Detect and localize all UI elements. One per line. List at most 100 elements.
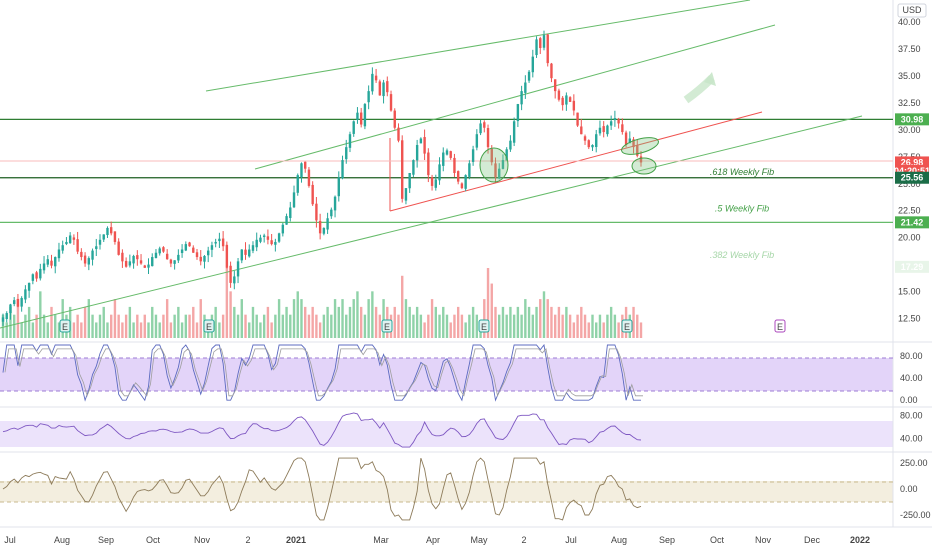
candle-body[interactable] xyxy=(199,256,202,262)
candle-body[interactable] xyxy=(61,245,64,251)
candle-body[interactable] xyxy=(393,110,396,128)
candle-body[interactable] xyxy=(121,252,124,262)
candle-body[interactable] xyxy=(580,126,583,135)
candle-body[interactable] xyxy=(20,297,23,307)
candle-body[interactable] xyxy=(236,261,240,277)
candle-body[interactable] xyxy=(576,112,579,126)
candle-body[interactable] xyxy=(595,134,598,148)
candle-body[interactable] xyxy=(244,249,247,255)
candle-body[interactable] xyxy=(214,241,217,244)
candle-body[interactable] xyxy=(591,144,594,148)
candle-body[interactable] xyxy=(419,138,423,144)
candle-body[interactable] xyxy=(31,274,35,281)
candle-body[interactable] xyxy=(553,79,557,92)
candle-body[interactable] xyxy=(113,231,117,242)
candle-body[interactable] xyxy=(434,179,437,188)
candle-body[interactable] xyxy=(561,97,564,106)
candle-body[interactable] xyxy=(602,126,605,133)
candle-body[interactable] xyxy=(281,224,285,234)
highlight-ellipse[interactable] xyxy=(620,134,660,157)
earnings-marker[interactable] xyxy=(381,319,393,333)
candle-body[interactable] xyxy=(445,150,449,155)
candle-body[interactable] xyxy=(165,253,169,260)
candle-body[interactable] xyxy=(162,247,165,252)
candle-body[interactable] xyxy=(311,184,314,205)
candle-body[interactable] xyxy=(266,236,270,240)
candle-body[interactable] xyxy=(221,238,225,247)
candle-body[interactable] xyxy=(210,245,214,250)
candle-body[interactable] xyxy=(460,183,464,189)
currency-box[interactable] xyxy=(897,3,927,18)
candle-body[interactable] xyxy=(494,163,497,178)
candle-body[interactable] xyxy=(479,123,482,134)
earnings-marker[interactable] xyxy=(774,319,786,333)
channel-bottom-line[interactable] xyxy=(0,115,863,329)
candle-body[interactable] xyxy=(598,127,602,134)
candle-body[interactable] xyxy=(154,252,158,258)
candle-body[interactable] xyxy=(259,237,262,242)
candle-body[interactable] xyxy=(624,132,628,145)
candle-body[interactable] xyxy=(225,244,229,268)
candle-body[interactable] xyxy=(639,156,643,163)
candle-body[interactable] xyxy=(531,56,535,73)
candle-body[interactable] xyxy=(423,137,426,154)
candle-body[interactable] xyxy=(300,163,303,178)
candle-body[interactable] xyxy=(292,192,296,208)
candle-body[interactable] xyxy=(587,140,590,148)
candle-body[interactable] xyxy=(613,118,617,121)
candle-body[interactable] xyxy=(35,272,38,279)
candle-body[interactable] xyxy=(218,238,221,242)
candle-body[interactable] xyxy=(486,128,490,148)
candle-body[interactable] xyxy=(262,235,266,237)
candle-body[interactable] xyxy=(456,171,460,182)
candle-body[interactable] xyxy=(24,289,27,300)
candle-body[interactable] xyxy=(505,149,508,161)
candle-body[interactable] xyxy=(509,140,512,150)
candle-body[interactable] xyxy=(151,257,154,267)
candle-body[interactable] xyxy=(158,248,161,254)
candle-body[interactable] xyxy=(565,95,568,105)
candle-body[interactable] xyxy=(389,94,393,111)
candle-body[interactable] xyxy=(557,90,561,100)
candle-body[interactable] xyxy=(348,134,352,148)
candle-body[interactable] xyxy=(72,237,76,240)
candle-body[interactable] xyxy=(333,196,337,211)
candle-body[interactable] xyxy=(550,63,553,79)
candle-body[interactable] xyxy=(270,240,273,245)
candle-body[interactable] xyxy=(535,39,538,56)
candle-body[interactable] xyxy=(397,127,400,141)
candle-body[interactable] xyxy=(307,169,311,186)
candle-body[interactable] xyxy=(442,152,445,166)
candle-body[interactable] xyxy=(512,121,516,143)
candle-body[interactable] xyxy=(527,71,531,81)
candle-body[interactable] xyxy=(632,139,635,148)
candle-body[interactable] xyxy=(404,188,408,201)
candle-body[interactable] xyxy=(621,124,624,133)
candle-body[interactable] xyxy=(102,234,105,240)
candle-body[interactable] xyxy=(143,265,146,268)
candle-body[interactable] xyxy=(39,268,42,279)
candle-body[interactable] xyxy=(9,304,12,314)
candle-body[interactable] xyxy=(180,249,184,254)
candle-body[interactable] xyxy=(251,245,255,251)
candle-body[interactable] xyxy=(359,112,363,125)
candle-body[interactable] xyxy=(322,227,326,234)
candle-body[interactable] xyxy=(367,91,370,103)
candle-body[interactable] xyxy=(408,173,411,189)
candle-body[interactable] xyxy=(192,247,195,253)
candle-body[interactable] xyxy=(117,241,120,255)
candle-body[interactable] xyxy=(289,207,292,218)
candle-body[interactable] xyxy=(490,148,493,163)
candle-body[interactable] xyxy=(386,81,389,93)
candle-body[interactable] xyxy=(427,152,430,176)
candle-body[interactable] xyxy=(177,254,180,261)
candle-body[interactable] xyxy=(449,151,452,158)
candle-body[interactable] xyxy=(539,38,542,49)
candle-body[interactable] xyxy=(83,255,87,264)
candle-body[interactable] xyxy=(363,104,367,127)
candle-body[interactable] xyxy=(636,145,639,156)
trend-lines[interactable] xyxy=(0,0,893,329)
candle-body[interactable] xyxy=(240,249,243,261)
candle-body[interactable] xyxy=(341,160,344,179)
